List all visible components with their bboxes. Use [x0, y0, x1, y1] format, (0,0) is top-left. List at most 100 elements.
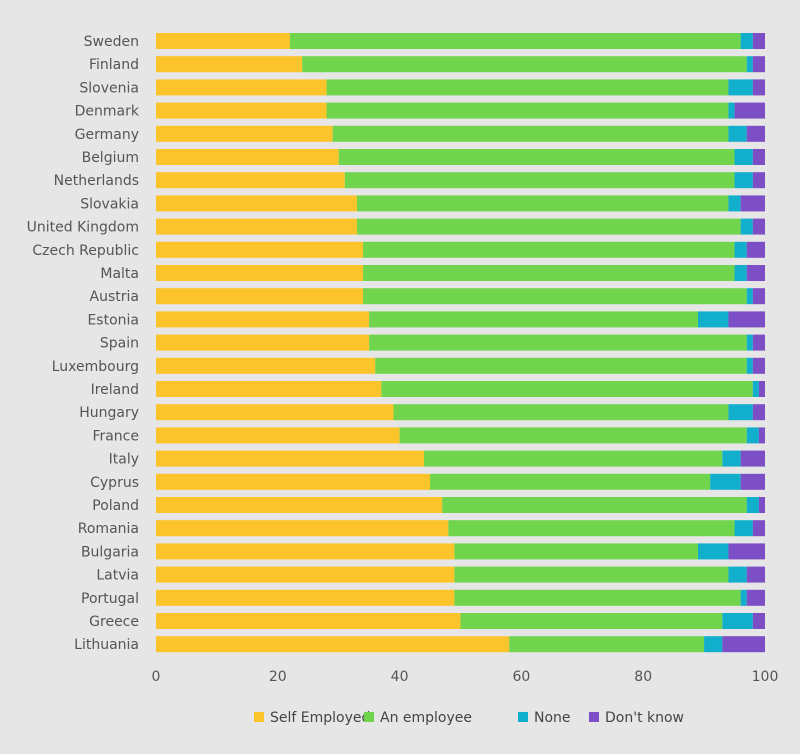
- bar-segment: [399, 427, 747, 444]
- bar-segment: [758, 427, 765, 444]
- bar-segment: [356, 218, 741, 235]
- bar-segment: [156, 589, 455, 606]
- category-label: Austria: [90, 289, 139, 305]
- bar-segment: [740, 218, 753, 235]
- category-label: Poland: [92, 498, 139, 514]
- bar-segment: [746, 497, 759, 513]
- bar-segment: [156, 450, 424, 467]
- bar-segment: [156, 241, 364, 258]
- bar-segment: [326, 79, 729, 96]
- category-label: Slovenia: [79, 80, 139, 96]
- bar-segment: [740, 33, 753, 49]
- bar-segment: [375, 357, 747, 374]
- category-label: Denmark: [75, 104, 140, 120]
- bar-segment: [156, 381, 382, 397]
- bar-segment: [740, 195, 765, 212]
- bar-segment: [156, 543, 455, 560]
- bar-segment: [393, 404, 729, 421]
- bar-segment: [156, 427, 400, 444]
- legend-swatch: [364, 712, 374, 722]
- bar-segment: [740, 473, 765, 490]
- category-label: Portugal: [81, 591, 139, 607]
- category-label: Malta: [100, 266, 139, 282]
- bar-segment: [728, 102, 735, 119]
- bar-segment: [722, 636, 765, 653]
- bar-segment: [698, 543, 729, 560]
- category-label: Germany: [75, 127, 139, 143]
- category-label: France: [92, 428, 139, 444]
- bar-segment: [722, 450, 741, 467]
- bar-segment: [454, 543, 699, 560]
- bar-segment: [156, 125, 333, 142]
- bar-segment: [156, 311, 370, 328]
- bar-segment: [156, 404, 394, 421]
- bar-segment: [746, 589, 765, 606]
- bar-segment: [156, 357, 376, 374]
- bar-segment: [734, 265, 747, 281]
- bar-segment: [746, 288, 753, 305]
- bar-segment: [704, 636, 723, 653]
- bar-segment: [369, 334, 747, 351]
- x-tick-labels: 0 20 40 60 80 100: [152, 669, 779, 685]
- bar-segment: [156, 79, 327, 96]
- bar-segment: [381, 381, 753, 397]
- category-label: Spain: [100, 336, 139, 352]
- bar-segment: [740, 450, 765, 467]
- legend: Self Employed An employee None Don't know: [254, 710, 684, 726]
- bar-segment: [752, 79, 765, 96]
- bar-segment: [734, 102, 765, 119]
- category-label: Italy: [109, 452, 139, 468]
- category-label: United Kingdom: [27, 220, 139, 236]
- bar-segment: [728, 404, 753, 421]
- x-tick-label: 100: [752, 669, 779, 685]
- bar-segment: [156, 149, 339, 165]
- category-label: Estonia: [87, 312, 139, 328]
- bar-segment: [746, 125, 765, 142]
- category-label: Slovakia: [80, 196, 139, 212]
- bar-segment: [156, 613, 461, 629]
- bar-segment: [728, 79, 753, 96]
- bar-segment: [326, 102, 729, 119]
- bar-segment: [752, 334, 765, 351]
- bar-segment: [156, 56, 303, 73]
- bar-segment: [156, 172, 345, 189]
- bar-segment: [156, 520, 449, 537]
- bar-segment: [454, 566, 729, 583]
- legend-swatch: [254, 712, 264, 722]
- bar-segment: [344, 172, 735, 189]
- category-label: Ireland: [91, 382, 139, 398]
- bar-segment: [369, 311, 699, 328]
- bar-segment: [710, 473, 741, 490]
- bar-segment: [728, 566, 747, 583]
- bar-segment: [363, 265, 735, 281]
- bar-segment: [752, 381, 759, 397]
- bar-segment: [734, 172, 753, 189]
- category-label: Czech Republic: [32, 243, 139, 259]
- bar-segment: [746, 265, 765, 281]
- bar-segment: [752, 56, 765, 73]
- bar-segment: [156, 497, 443, 513]
- legend-label: Don't know: [605, 710, 684, 726]
- bar-segment: [448, 520, 735, 537]
- legend-swatch: [589, 712, 599, 722]
- bar-segment: [156, 473, 431, 490]
- category-label: Romania: [78, 521, 139, 537]
- bar-segment: [752, 357, 765, 374]
- bar-segment: [758, 497, 765, 513]
- bar-segment: [728, 125, 747, 142]
- legend-label: An employee: [380, 710, 472, 726]
- bar-segment: [758, 381, 765, 397]
- x-tick-label: 20: [269, 669, 287, 685]
- bar-segment: [728, 195, 741, 212]
- legend-swatch: [518, 712, 528, 722]
- category-label: Greece: [89, 614, 139, 630]
- bar-segment: [746, 357, 753, 374]
- bar-segment: [156, 195, 357, 212]
- bar-segment: [156, 566, 455, 583]
- bar-segment: [356, 195, 729, 212]
- bar-segment: [302, 56, 747, 73]
- bar-segment: [740, 589, 747, 606]
- bar-segment: [728, 543, 765, 560]
- bar-segment: [460, 613, 723, 629]
